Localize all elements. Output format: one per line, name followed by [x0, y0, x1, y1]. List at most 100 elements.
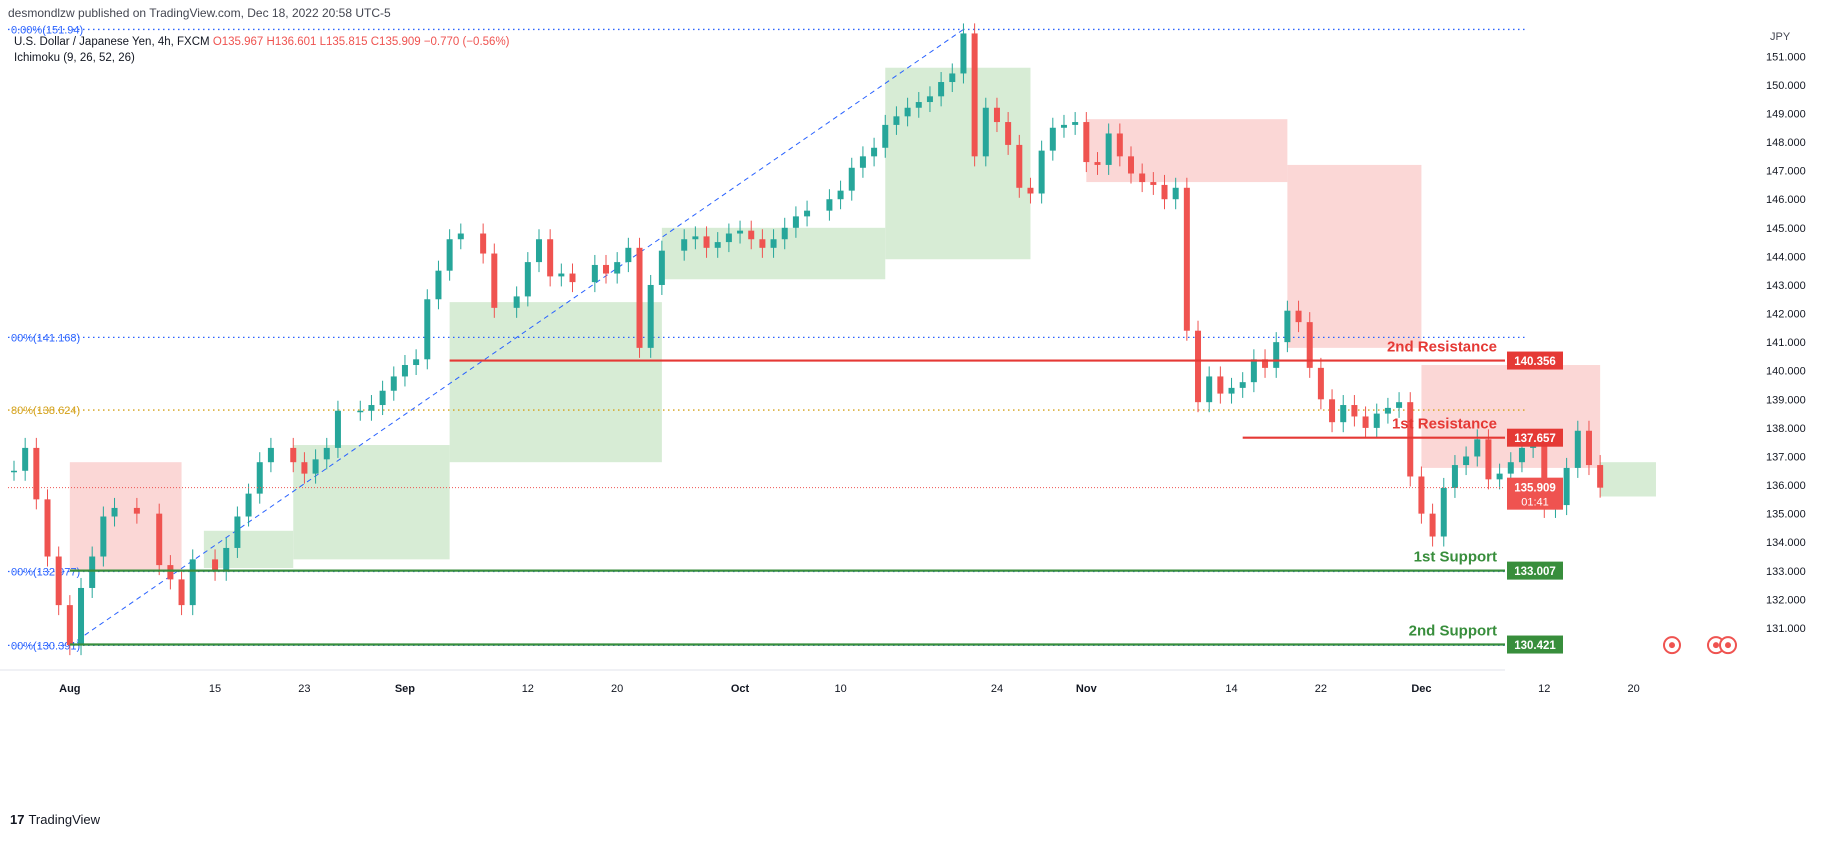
candle-body [1049, 127, 1056, 151]
candle-body [301, 462, 308, 474]
candle-body [1250, 359, 1257, 383]
y-tick-label: 143.000 [1766, 280, 1806, 292]
ichimoku-cloud-bull [293, 445, 450, 560]
brand-name: TradingView [28, 812, 101, 827]
ichimoku-cloud-bull [203, 530, 294, 568]
tradingview-logo-icon: 17 [10, 812, 25, 827]
y-tick-label: 131.000 [1766, 623, 1806, 635]
y-tick-label: 142.000 [1766, 309, 1806, 321]
x-tick-label: Nov [1076, 683, 1098, 695]
candle-body [368, 405, 375, 411]
candle-body [1038, 150, 1045, 194]
candle-body [234, 516, 241, 548]
tradingview-logo[interactable]: 17 TradingView [10, 812, 100, 827]
event-marker-dot [1669, 642, 1675, 649]
x-tick-label: 12 [522, 683, 534, 695]
candle-body [1407, 402, 1414, 477]
candle-body [547, 239, 554, 277]
candle-body [725, 233, 732, 243]
candle-body [1362, 416, 1369, 428]
x-tick-label: Oct [731, 683, 750, 695]
fib-level-label: 0.00%(151.94) [11, 24, 83, 36]
candle-body [982, 107, 989, 157]
candle-body [357, 410, 364, 413]
candle-body [323, 447, 330, 460]
candle-body [1116, 133, 1123, 157]
candle-body [1585, 430, 1592, 466]
resistance-price-value: 140.356 [1514, 356, 1556, 368]
fib-trend-line [69, 29, 964, 646]
candle-body [1507, 462, 1514, 474]
candle-body [558, 273, 565, 277]
support-price-value: 130.421 [1514, 640, 1556, 652]
candle-body [960, 33, 967, 74]
candle-body [938, 82, 945, 97]
candle-body [1262, 359, 1269, 368]
candle-body [748, 230, 755, 240]
candle-body [1429, 513, 1436, 537]
candle-body [491, 253, 498, 308]
candle-body [603, 264, 610, 274]
candle-body [189, 559, 196, 606]
ichimoku-cloud-bear [69, 462, 182, 571]
y-tick-label: 132.000 [1766, 594, 1806, 606]
candle-body [993, 107, 1000, 123]
symbol-legend[interactable]: U.S. Dollar / Japanese Yen, 4h, FXCM O13… [14, 34, 510, 66]
candle-body [223, 547, 230, 571]
candle-body [703, 236, 710, 248]
y-tick-label: 134.000 [1766, 537, 1806, 549]
candle-body [11, 470, 17, 473]
candle-body [401, 365, 408, 377]
candle-body [1317, 367, 1324, 400]
candle-body [692, 236, 699, 240]
candle-body [792, 216, 799, 228]
candle-body [66, 605, 73, 646]
candle-body [1295, 310, 1302, 323]
candle-body [1228, 387, 1235, 394]
resistance-price-value: 137.657 [1514, 433, 1556, 445]
candle-body [1463, 456, 1470, 466]
fib-level-label: 00%(130.391) [11, 640, 80, 652]
candle-body [1396, 402, 1403, 408]
candle-body [1418, 476, 1425, 514]
currency-label: JPY [1770, 31, 1791, 43]
candle-body [1172, 187, 1179, 200]
candle-body [714, 242, 721, 248]
y-tick-label: 140.000 [1766, 366, 1806, 378]
candle-body [524, 262, 531, 297]
candle-body [1027, 187, 1034, 194]
candle-body [1340, 405, 1347, 423]
candle-body [658, 250, 665, 285]
candle-body [759, 239, 766, 248]
candle-body [1128, 156, 1134, 174]
candle-body [1563, 467, 1570, 506]
candle-body [1239, 382, 1246, 388]
candle-body [737, 230, 744, 234]
resistance-level-label: 2nd Resistance [1387, 339, 1497, 356]
candle-body [1005, 122, 1012, 145]
candle-body [1105, 133, 1112, 165]
y-tick-label: 147.000 [1766, 166, 1806, 178]
candle-body [1060, 124, 1067, 128]
candle-body [1183, 187, 1190, 331]
candle-body [893, 116, 900, 125]
y-tick-label: 136.000 [1766, 480, 1806, 492]
candle-body [1284, 310, 1291, 343]
candle-body [1150, 182, 1157, 185]
candle-body [424, 299, 431, 360]
candle-body [826, 199, 833, 211]
y-tick-label: 139.000 [1766, 394, 1806, 406]
candle-body [100, 516, 107, 557]
candle-body [904, 107, 911, 117]
x-tick-label: Dec [1411, 683, 1431, 695]
countdown-timer: 01:41 [1521, 497, 1549, 509]
fib-level-label: 00%(141.168) [11, 332, 80, 344]
candle-body [1206, 376, 1213, 403]
candle-body [256, 462, 263, 494]
candle-body [111, 507, 118, 517]
candle-body [625, 247, 632, 263]
candle-body [457, 233, 464, 240]
candle-body [1083, 122, 1090, 163]
